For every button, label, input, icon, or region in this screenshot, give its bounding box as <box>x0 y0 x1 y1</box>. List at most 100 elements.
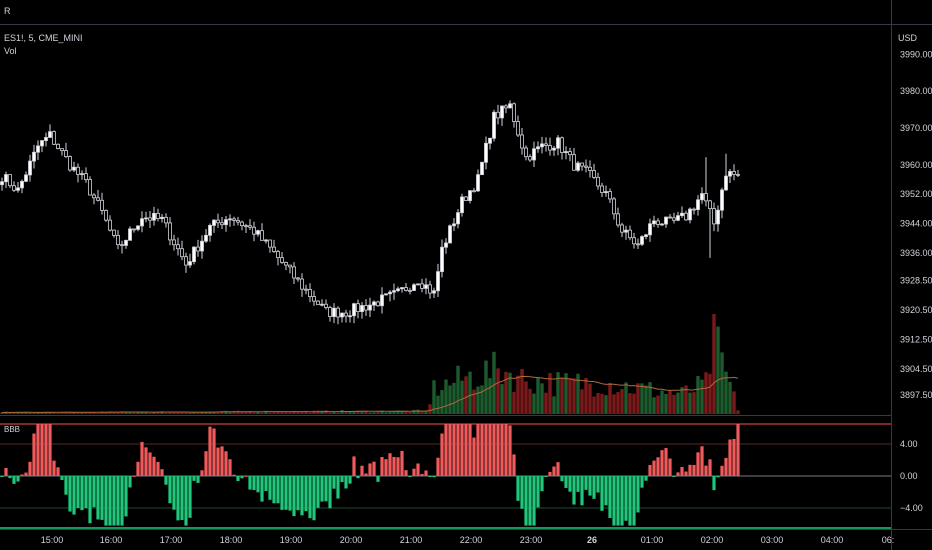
candle-body <box>80 173 84 176</box>
indicator-bar <box>20 474 24 476</box>
indicator-bar <box>532 476 536 526</box>
volume-bar <box>488 378 492 414</box>
candle-body <box>552 147 556 151</box>
volume-bar <box>380 410 384 414</box>
indicator-bar <box>352 456 356 476</box>
volume-bar <box>324 410 328 414</box>
indicator-bar <box>468 424 472 476</box>
indicator-bar <box>608 476 612 519</box>
volume-bar <box>160 411 164 414</box>
volume-bar <box>44 412 48 414</box>
indicator-bar <box>724 457 728 476</box>
indicator-bar <box>64 476 68 495</box>
volume-bar <box>452 382 456 414</box>
volume-bar <box>412 409 416 414</box>
indicator-bar <box>84 476 88 509</box>
volume-bar <box>120 411 124 414</box>
indicator-bar <box>552 466 556 476</box>
indicator-bar <box>392 456 396 476</box>
candle-body <box>352 303 356 317</box>
volume-bar <box>440 390 444 414</box>
indicator-bar <box>48 424 52 476</box>
indicator-bar <box>656 457 660 476</box>
volume-bar <box>304 410 308 414</box>
time-tick-label: 21:00 <box>400 535 423 545</box>
volume-bar <box>248 411 252 414</box>
volume-bar <box>524 381 528 414</box>
volume-bar <box>272 412 276 414</box>
candle-body <box>188 261 192 266</box>
candle-body <box>444 242 448 248</box>
volume-bar <box>684 385 688 414</box>
indicator-bar <box>60 476 64 480</box>
indicator-tick-label: 4.00 <box>900 439 918 449</box>
time-tick-label: 02:00 <box>701 535 724 545</box>
toolbar-label[interactable]: R <box>4 6 11 16</box>
indicator-bar <box>440 433 444 476</box>
indicator-bar <box>312 476 316 521</box>
candle-body <box>344 312 348 317</box>
indicator-label[interactable]: BBB <box>4 425 21 434</box>
indicator-bar <box>424 470 428 476</box>
candle-body <box>160 216 164 219</box>
indicator-bar <box>252 476 256 491</box>
volume-bar <box>276 411 280 414</box>
indicator-bar <box>344 476 348 489</box>
candle-body <box>48 131 52 138</box>
volume-bar <box>264 410 268 414</box>
indicator-bar <box>504 424 508 476</box>
indicator-bar <box>256 476 260 493</box>
indicator-bar <box>516 476 520 501</box>
indicator-bar <box>144 447 148 476</box>
volume-bar <box>492 351 496 414</box>
volume-bar <box>352 411 356 414</box>
price-tick-label: 3980.00 <box>900 86 932 96</box>
volume-bar <box>340 410 344 414</box>
indicator-bar <box>644 476 648 481</box>
volume-bar <box>416 409 420 414</box>
volume-bar <box>364 410 368 414</box>
candle-body <box>624 229 628 233</box>
indicator-bar <box>512 454 516 476</box>
volume-bar <box>216 411 220 414</box>
candle-body <box>724 175 728 191</box>
candle-body <box>268 239 272 248</box>
indicator-bar <box>672 476 676 477</box>
volume-label[interactable]: Vol <box>4 46 17 56</box>
indicator-bar <box>488 424 492 476</box>
candle-body <box>668 216 672 219</box>
indicator-bar <box>416 463 420 476</box>
candle-body <box>496 111 500 119</box>
volume-bar <box>368 412 372 414</box>
time-tick-label: 01:00 <box>641 535 664 545</box>
indicator-bar <box>336 476 340 499</box>
candle-body <box>468 190 472 201</box>
volume-bar <box>560 378 564 414</box>
indicator-bar <box>584 476 588 490</box>
volume-bar <box>284 412 288 414</box>
candle-body <box>12 185 16 191</box>
indicator-bar <box>452 424 456 476</box>
candle-body <box>488 137 492 144</box>
indicator-bar <box>620 476 624 526</box>
indicator-bar <box>196 476 200 483</box>
volume-bar <box>700 379 704 414</box>
volume-bar <box>444 379 448 414</box>
indicator-bar <box>76 476 80 508</box>
indicator-bar <box>96 476 100 520</box>
symbol-label[interactable]: ES1!, 5, CME_MINI <box>4 33 83 43</box>
indicator-bar <box>200 470 204 476</box>
indicator-bar <box>400 450 404 476</box>
candle-body <box>480 161 484 176</box>
volume-bar <box>236 410 240 414</box>
candle-body <box>412 284 416 291</box>
volume-bar <box>12 412 16 414</box>
indicator-bar <box>528 476 532 526</box>
indicator-bar <box>524 476 528 526</box>
indicator-bar <box>36 424 40 476</box>
indicator-bar <box>272 476 276 504</box>
volume-bar <box>392 411 396 414</box>
candle-body <box>348 315 352 318</box>
indicator-bar <box>540 476 544 492</box>
